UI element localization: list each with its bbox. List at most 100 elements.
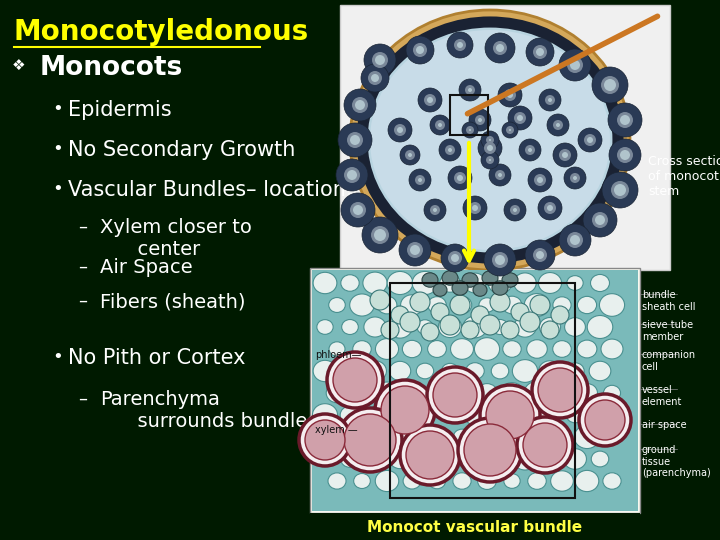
Ellipse shape bbox=[528, 472, 546, 489]
Ellipse shape bbox=[570, 235, 580, 245]
Ellipse shape bbox=[492, 252, 508, 268]
Ellipse shape bbox=[362, 217, 398, 253]
Ellipse shape bbox=[342, 320, 359, 334]
Ellipse shape bbox=[480, 385, 540, 445]
Ellipse shape bbox=[342, 363, 359, 379]
Ellipse shape bbox=[329, 298, 346, 313]
Ellipse shape bbox=[466, 363, 485, 379]
Ellipse shape bbox=[354, 386, 370, 401]
Ellipse shape bbox=[430, 115, 450, 135]
Ellipse shape bbox=[366, 407, 384, 423]
Ellipse shape bbox=[592, 67, 628, 103]
Ellipse shape bbox=[588, 315, 613, 339]
Ellipse shape bbox=[472, 205, 478, 211]
Ellipse shape bbox=[532, 362, 588, 418]
Ellipse shape bbox=[498, 173, 502, 177]
Ellipse shape bbox=[350, 10, 630, 270]
Text: Cross section
of monocot
stem: Cross section of monocot stem bbox=[648, 155, 720, 198]
Ellipse shape bbox=[487, 145, 493, 151]
Ellipse shape bbox=[416, 46, 424, 54]
Ellipse shape bbox=[459, 79, 481, 101]
Ellipse shape bbox=[317, 451, 333, 467]
Ellipse shape bbox=[500, 383, 523, 403]
Ellipse shape bbox=[469, 202, 481, 214]
Ellipse shape bbox=[410, 292, 430, 312]
Ellipse shape bbox=[400, 312, 420, 332]
Bar bbox=[310, 513, 640, 540]
Ellipse shape bbox=[595, 215, 605, 225]
Text: No Pith or Cortex: No Pith or Cortex bbox=[68, 348, 246, 368]
Ellipse shape bbox=[409, 169, 431, 191]
Ellipse shape bbox=[402, 428, 422, 446]
Ellipse shape bbox=[584, 134, 596, 146]
Text: –: – bbox=[78, 292, 87, 310]
Ellipse shape bbox=[435, 120, 445, 130]
Text: phloem—: phloem— bbox=[315, 350, 361, 360]
Ellipse shape bbox=[462, 122, 478, 138]
Ellipse shape bbox=[575, 470, 599, 491]
Ellipse shape bbox=[465, 85, 475, 95]
Ellipse shape bbox=[448, 166, 472, 190]
Ellipse shape bbox=[442, 271, 458, 285]
Ellipse shape bbox=[458, 418, 522, 482]
Ellipse shape bbox=[500, 427, 523, 447]
Ellipse shape bbox=[493, 41, 507, 55]
Ellipse shape bbox=[399, 234, 431, 266]
Ellipse shape bbox=[492, 320, 508, 335]
Ellipse shape bbox=[513, 208, 517, 212]
Ellipse shape bbox=[371, 74, 379, 82]
Text: vessel
element: vessel element bbox=[642, 385, 683, 407]
Ellipse shape bbox=[454, 39, 466, 51]
Ellipse shape bbox=[519, 139, 541, 161]
Ellipse shape bbox=[533, 248, 547, 262]
Ellipse shape bbox=[530, 295, 550, 315]
Ellipse shape bbox=[491, 363, 509, 379]
Ellipse shape bbox=[489, 159, 491, 161]
Ellipse shape bbox=[387, 404, 413, 426]
Ellipse shape bbox=[512, 403, 538, 427]
Ellipse shape bbox=[503, 341, 521, 357]
Ellipse shape bbox=[508, 106, 532, 130]
Ellipse shape bbox=[437, 448, 463, 470]
Ellipse shape bbox=[545, 95, 555, 105]
Ellipse shape bbox=[540, 406, 560, 424]
Ellipse shape bbox=[313, 360, 337, 382]
Ellipse shape bbox=[528, 148, 532, 152]
Ellipse shape bbox=[457, 175, 463, 181]
Ellipse shape bbox=[299, 414, 351, 466]
Ellipse shape bbox=[408, 153, 412, 157]
Ellipse shape bbox=[567, 232, 583, 248]
Text: •: • bbox=[52, 140, 63, 158]
Ellipse shape bbox=[495, 170, 505, 180]
Ellipse shape bbox=[427, 367, 483, 423]
Ellipse shape bbox=[468, 88, 472, 92]
Ellipse shape bbox=[551, 471, 573, 491]
Text: Xylem closer to
      center: Xylem closer to center bbox=[100, 218, 252, 259]
Ellipse shape bbox=[544, 202, 556, 214]
Ellipse shape bbox=[394, 124, 406, 136]
Ellipse shape bbox=[428, 385, 446, 401]
Ellipse shape bbox=[364, 317, 386, 337]
Ellipse shape bbox=[527, 340, 547, 358]
Ellipse shape bbox=[503, 296, 522, 314]
Ellipse shape bbox=[412, 272, 438, 295]
Ellipse shape bbox=[588, 404, 612, 426]
Ellipse shape bbox=[350, 294, 374, 316]
Ellipse shape bbox=[438, 316, 462, 338]
Ellipse shape bbox=[562, 152, 568, 158]
Ellipse shape bbox=[441, 363, 459, 379]
Ellipse shape bbox=[502, 122, 518, 138]
Ellipse shape bbox=[433, 208, 437, 212]
Ellipse shape bbox=[541, 451, 559, 467]
Ellipse shape bbox=[474, 338, 500, 360]
Ellipse shape bbox=[344, 414, 396, 466]
Ellipse shape bbox=[406, 431, 454, 479]
Ellipse shape bbox=[478, 118, 482, 122]
Ellipse shape bbox=[424, 426, 450, 449]
Ellipse shape bbox=[413, 449, 436, 469]
Bar bbox=[340, 5, 670, 270]
Ellipse shape bbox=[353, 429, 371, 445]
Text: xylem —: xylem — bbox=[315, 425, 358, 435]
Ellipse shape bbox=[528, 168, 552, 192]
Ellipse shape bbox=[415, 175, 425, 185]
